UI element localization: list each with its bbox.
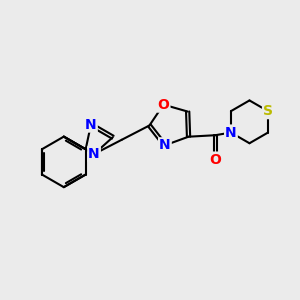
Text: N: N <box>159 138 171 152</box>
Text: S: S <box>263 104 273 118</box>
Text: O: O <box>158 98 169 112</box>
Text: N: N <box>225 125 237 140</box>
Text: N: N <box>85 118 97 131</box>
Text: N: N <box>88 147 100 161</box>
Text: O: O <box>209 153 221 166</box>
